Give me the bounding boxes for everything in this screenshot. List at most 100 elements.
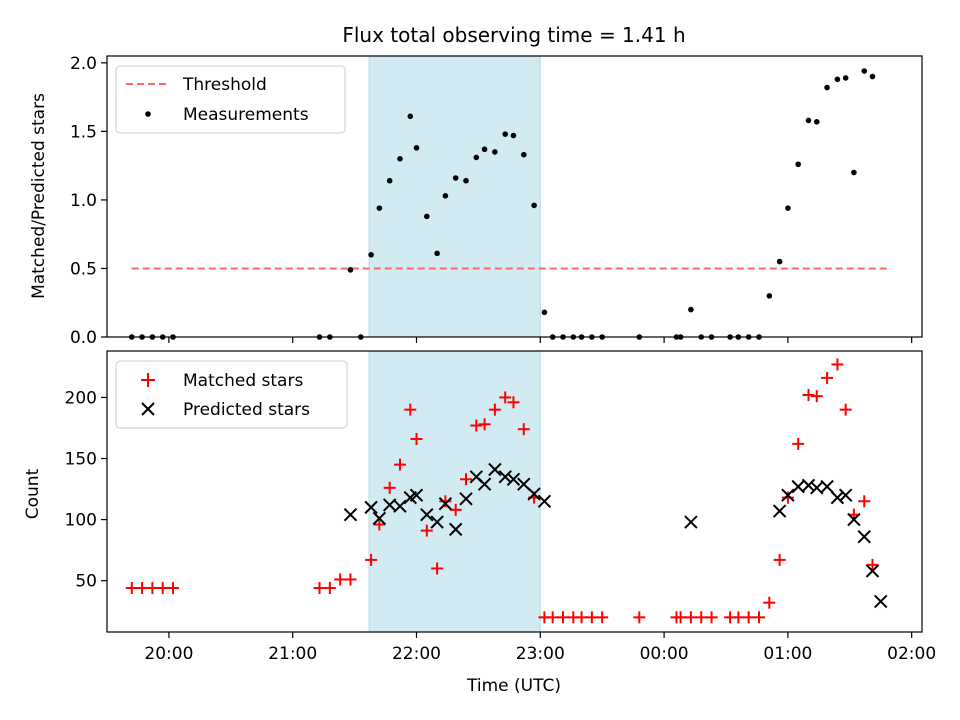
top-legend-box — [115, 65, 346, 134]
matched-star-point — [575, 611, 588, 624]
matched-star-point — [866, 558, 879, 571]
measurement-point — [531, 202, 537, 209]
top-y-tick-label: 1.5 — [70, 122, 97, 142]
top-y-tick-label: 0.0 — [70, 328, 97, 348]
x-tick-label: 20:00 — [144, 644, 193, 664]
predicted-star-point — [857, 529, 871, 544]
predicted-star-point — [781, 488, 795, 502]
matched-star-point — [499, 391, 512, 404]
matched-star-point — [344, 573, 357, 586]
measurement-point — [473, 154, 480, 161]
predicted-star-point — [498, 470, 512, 484]
matched-star-point — [439, 495, 452, 508]
matched-star-point — [753, 611, 765, 624]
matched-star-point — [792, 437, 805, 450]
measurement-point — [510, 132, 517, 139]
predicted-star-point — [684, 515, 698, 529]
predicted-star-point — [372, 511, 387, 526]
bottom-y-tick-label: 100 — [65, 511, 97, 531]
matched-star-point — [507, 396, 520, 409]
measurement-point — [861, 68, 868, 74]
predicted-star-point — [772, 504, 787, 518]
legend-matched-swatch — [141, 373, 155, 387]
predicted-star-point — [343, 508, 358, 522]
measurement-point — [424, 213, 430, 220]
matched-star-point — [831, 358, 844, 371]
matched-star-point — [488, 403, 501, 416]
matched-star-point — [323, 582, 336, 595]
bottom-y-tick-label: 50 — [75, 572, 97, 592]
measurement-point — [397, 156, 403, 162]
predicted-star-point — [477, 477, 492, 491]
matched-star-point — [125, 582, 138, 595]
bottom-y-ticks: 50 100 150 200 — [65, 388, 107, 592]
predicted-star-point — [537, 494, 552, 508]
measurement-point — [851, 169, 857, 176]
x-tick-label: 01:00 — [763, 644, 812, 664]
matched-star-point — [556, 611, 569, 624]
bottom-x-ticks: 20:00 21:00 22:00 23:00 00:00 01:00 02:00 — [144, 632, 936, 664]
bottom-shaded-band-layer — [368, 350, 541, 633]
measurement-point — [869, 73, 876, 80]
predicted-star-point — [438, 497, 453, 511]
measurement-point — [413, 145, 420, 151]
matched-star-point — [858, 495, 871, 508]
predicted-star-point — [430, 515, 444, 529]
measurement-point — [347, 267, 354, 273]
measurement-point — [813, 118, 820, 125]
matched-star-point — [313, 582, 326, 595]
legend-measurements-label: Measurements — [183, 105, 309, 125]
top-y-ticks: 0.0 0.5 1.0 1.5 2.0 — [70, 54, 107, 348]
legend-threshold-label: Threshold — [182, 75, 267, 95]
matched-star-point — [773, 553, 786, 566]
predicted-star-point — [420, 508, 434, 522]
measurement-point — [434, 250, 440, 257]
matched-star-point — [517, 423, 530, 436]
measurement-point — [834, 76, 841, 83]
matched-star-point — [431, 562, 444, 575]
matched-star-point — [585, 611, 598, 624]
measurement-point — [481, 146, 488, 153]
measurement-point — [805, 117, 812, 124]
predicted-star-point — [801, 478, 816, 493]
top-panel: 0.00.51.01.52.0 Matched/Predicted stars … — [29, 54, 923, 348]
top-legend: Threshold Measurements — [115, 65, 346, 134]
matched-star-point — [763, 596, 776, 609]
matched-star-point — [802, 388, 815, 401]
matched-star-point — [373, 518, 386, 531]
predicted-star-point — [488, 462, 502, 477]
legend-matched-label: Matched stars — [183, 371, 303, 391]
matched-star-point — [839, 403, 852, 416]
measurement-point — [541, 309, 548, 316]
predicted-star-point — [820, 479, 834, 494]
matched-star-point — [546, 611, 559, 624]
top-y-tick-label: 1.0 — [70, 191, 97, 211]
bottom-y-tick-label: 150 — [65, 450, 97, 470]
measurement-point — [492, 149, 498, 155]
predicted-star-point — [838, 488, 853, 502]
matched-star-point — [460, 473, 473, 486]
legend-predicted-swatch — [141, 402, 155, 416]
bottom-y-axis-label: Count — [23, 468, 43, 519]
predicted-star-point — [830, 490, 845, 505]
top-x-ticks — [168, 337, 913, 343]
matched-star-point — [470, 419, 483, 432]
matched-star-point — [633, 611, 646, 624]
x-axis-label: Time (UTC) — [466, 676, 561, 696]
matched-star-point — [410, 432, 423, 445]
matched-star-point — [146, 582, 159, 595]
top-plot-frame — [106, 55, 923, 338]
measurement-point — [386, 177, 393, 184]
x-tick-label: 02:00 — [887, 644, 936, 664]
measurement-point — [407, 113, 414, 120]
legend-measurements-swatch — [145, 111, 151, 117]
x-tick-label: 22:00 — [392, 644, 441, 664]
matched-star-point — [684, 611, 697, 624]
matched-star-point — [404, 403, 417, 416]
matched-star-point — [365, 553, 378, 566]
measurement-point — [502, 131, 509, 137]
bottom-shaded-band — [368, 350, 541, 633]
measurement-point — [842, 75, 849, 81]
measurement-point — [376, 205, 383, 211]
